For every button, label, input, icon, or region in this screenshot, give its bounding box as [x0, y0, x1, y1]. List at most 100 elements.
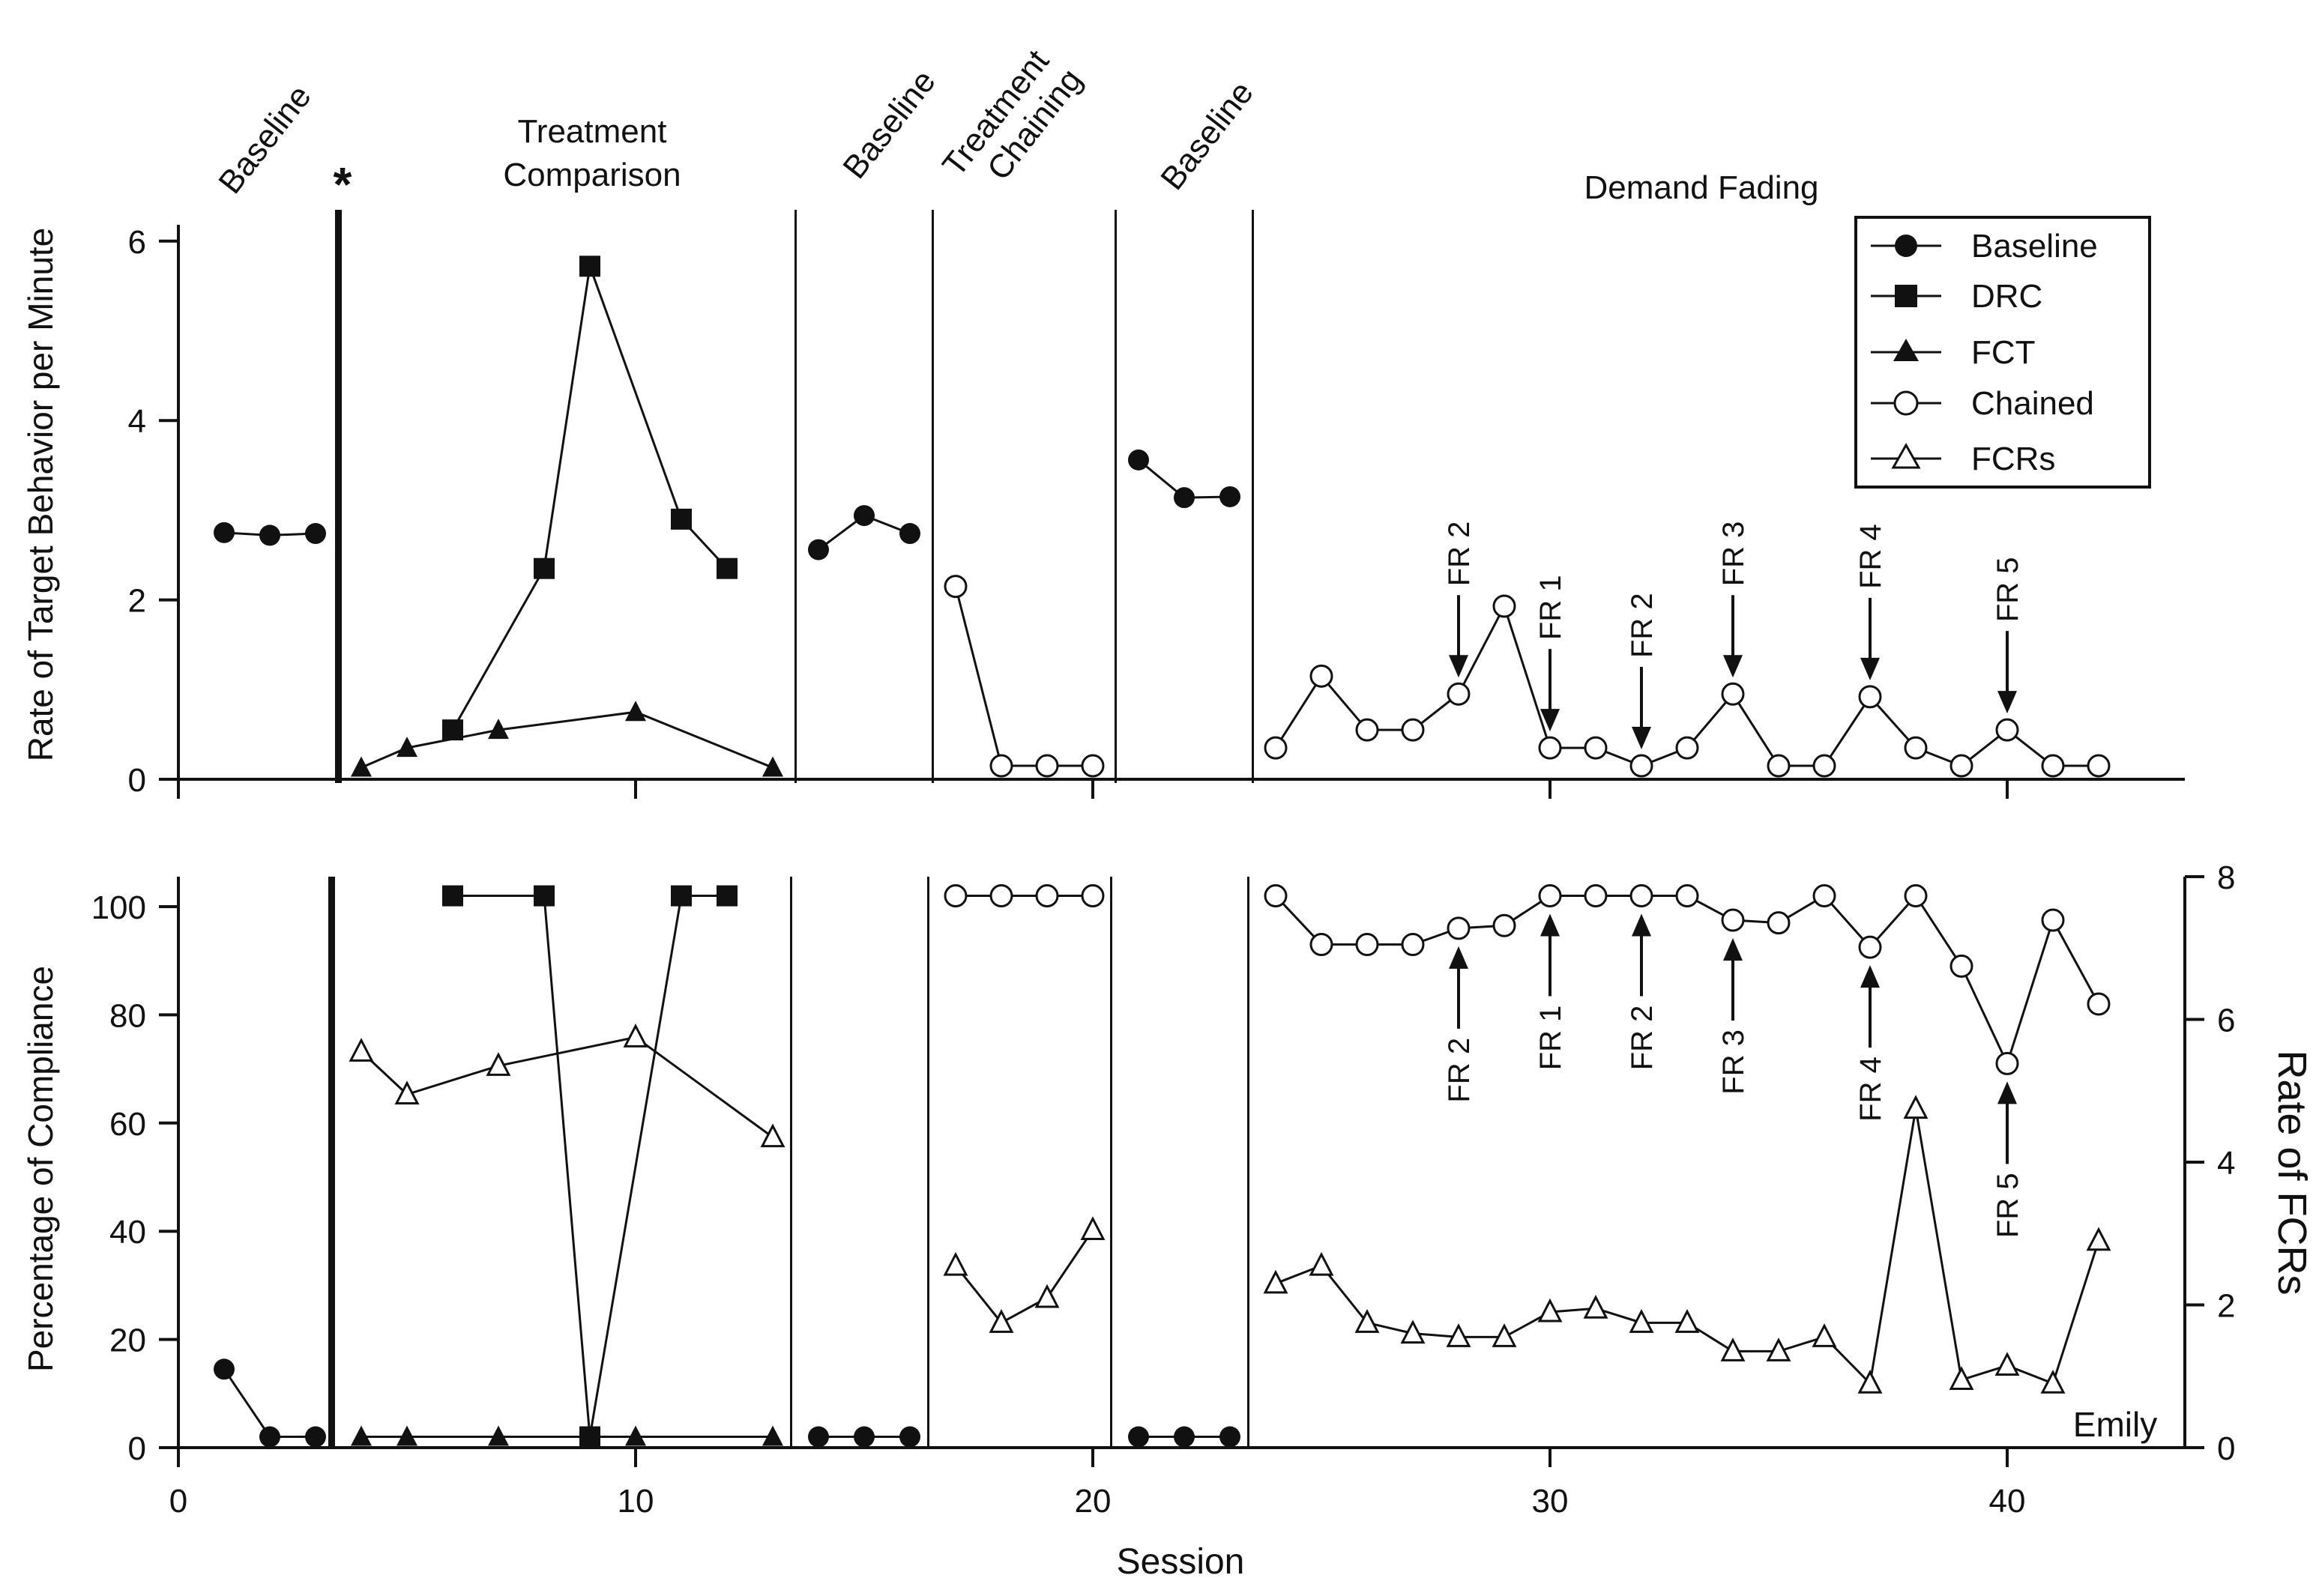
- legend: Baseline DRC FCT Chained FCRs: [1854, 216, 2151, 489]
- top-point-baseline-s15: [854, 505, 875, 527]
- top-point-chained-s42: [2087, 754, 2111, 778]
- phase-label-treatment-comparison-2: Comparison: [503, 157, 681, 193]
- top-point-chained-s18: [989, 754, 1013, 778]
- bottom-point-fcrs-s25: [1309, 1251, 1334, 1276]
- bottom-point-chained-s36: [1812, 884, 1836, 908]
- top-point-chained-s25: [1309, 664, 1333, 688]
- bottom-point-fct-s7: [488, 1425, 509, 1446]
- top-point-drc-s9: [579, 256, 600, 277]
- top-point-chained-s40: [1995, 718, 2019, 742]
- x-tick-label-40: 40: [1989, 1483, 2026, 1520]
- top-point-chained-s26: [1355, 718, 1379, 742]
- bottom-point-chained-s37: [1858, 935, 1882, 959]
- top-fr-label-4: FR 4: [1854, 524, 1887, 589]
- top-fr-arrow-head-4: [1860, 657, 1880, 680]
- bottom-fr-arrow-head-0: [1449, 946, 1468, 969]
- bottom-point-chained-s33: [1675, 884, 1699, 908]
- top-fr-label-2: FR 2: [1626, 593, 1659, 658]
- legend-label-chained: Chained: [1971, 385, 2094, 422]
- bottom-point-chained-s19: [1035, 884, 1059, 908]
- bottom-point-fcrs-s34: [1720, 1337, 1746, 1361]
- bottom-point-fcrs-s39: [1949, 1366, 1974, 1391]
- right-y-tick-label-0: 0: [2217, 1430, 2235, 1467]
- top-fr-label-5: FR 5: [1991, 557, 2024, 622]
- right-y-tick-label-6: 6: [2217, 1003, 2235, 1039]
- bottom-point-fcrs-s29: [1492, 1323, 1517, 1347]
- bottom-point-chained-s31: [1584, 884, 1608, 908]
- top-fr-arrow-head-5: [1997, 691, 2017, 714]
- bottom-point-drc-s6: [442, 885, 463, 907]
- bottom-point-baseline-s22: [1174, 1426, 1195, 1448]
- bottom-fr-label-5: FR 5: [1991, 1173, 2024, 1238]
- bottom-point-chained-s18: [989, 884, 1013, 908]
- top-fr-arrow-head-3: [1723, 655, 1743, 678]
- bottom-point-fcrs-s35: [1766, 1337, 1791, 1361]
- top-point-chained-s41: [2041, 754, 2065, 778]
- bottom-point-chained-s24: [1264, 884, 1288, 908]
- top-point-chained-s31: [1584, 736, 1608, 760]
- bottom-point-chained-s28: [1447, 916, 1471, 940]
- bottom-point-baseline-s1: [214, 1358, 235, 1380]
- bottom-point-fcrs-s41: [2040, 1370, 2066, 1394]
- top-point-chained-s19: [1035, 754, 1059, 778]
- top-point-baseline-s23: [1219, 486, 1240, 507]
- bottom-fr-label-0: FR 2: [1443, 1038, 1476, 1103]
- right-y-tick-label-2: 2: [2217, 1288, 2235, 1325]
- bottom-y-tick-label-80: 80: [109, 997, 146, 1034]
- bottom-point-fcrs-s30: [1537, 1298, 1563, 1323]
- bottom-point-chained-s41: [2041, 908, 2065, 932]
- top-point-fct-s10: [625, 701, 646, 722]
- bottom-fr-label-1: FR 1: [1534, 1006, 1567, 1071]
- bottom-y-tick-label-20: 20: [109, 1323, 146, 1359]
- top-point-chained-s35: [1767, 754, 1791, 778]
- top-point-chained-s24: [1264, 736, 1288, 760]
- bottom-y-tick-label-0: 0: [128, 1430, 146, 1467]
- bottom-y-tick-label-40: 40: [109, 1214, 146, 1251]
- bottom-y-tick-label-60: 60: [109, 1106, 146, 1143]
- bottom-point-fcrs-s36: [1812, 1323, 1837, 1347]
- top-point-fct-s5: [396, 737, 417, 758]
- bottom-point-fcrs-s20: [1080, 1216, 1106, 1240]
- bottom-point-fcrs-s7: [486, 1052, 511, 1076]
- bottom-point-fcrs-s24: [1263, 1269, 1288, 1294]
- bottom-point-chained-s27: [1401, 933, 1425, 957]
- top-fr-arrow-head-2: [1632, 727, 1651, 750]
- top-point-fct-s13: [762, 756, 783, 777]
- bottom-point-fcrs-s26: [1354, 1309, 1380, 1333]
- bottom-point-fcrs-s18: [989, 1309, 1014, 1333]
- bottom-point-chained-s26: [1355, 933, 1379, 957]
- x-axis-label: Session: [1117, 1542, 1245, 1582]
- top-fr-label-1: FR 1: [1534, 575, 1567, 640]
- top-point-baseline-s21: [1128, 449, 1149, 471]
- bottom-fr-label-3: FR 3: [1717, 1030, 1750, 1095]
- top-point-drc-s12: [717, 557, 738, 579]
- bottom-point-fcrs-s37: [1857, 1370, 1883, 1394]
- bottom-point-chained-s30: [1538, 884, 1562, 908]
- bottom-point-fcrs-s17: [943, 1251, 968, 1276]
- bottom-point-drc-s8: [534, 885, 555, 907]
- bottom-point-baseline-s21: [1128, 1426, 1149, 1448]
- legend-label-fcrs: FCRs: [1971, 441, 2055, 477]
- phase-label-demand-fading: Demand Fading: [1584, 169, 1818, 206]
- legend-label-baseline: Baseline: [1971, 228, 2098, 265]
- top-point-fct-s7: [488, 719, 509, 740]
- top-y-axis-label: Rate of Target Behavior per Minute: [21, 228, 60, 762]
- top-line-chained-0: [954, 586, 1093, 767]
- top-point-chained-s28: [1447, 682, 1471, 706]
- top-y-tick-label-6: 6: [128, 224, 146, 261]
- top-point-drc-s11: [671, 508, 692, 530]
- bottom-point-fcrs-s5: [394, 1080, 420, 1105]
- bottom-point-fcrs-s31: [1583, 1295, 1608, 1319]
- bottom-fr-arrow-head-2: [1632, 913, 1651, 937]
- bottom-point-fcrs-s19: [1034, 1284, 1060, 1308]
- bottom-y-axis-label-right: Rate of FCRs: [2270, 1050, 2315, 1295]
- legend-label-drc: DRC: [1971, 278, 2042, 315]
- top-point-baseline-s2: [259, 525, 280, 546]
- bottom-point-fcrs-s42: [2086, 1227, 2111, 1251]
- bottom-point-fcrs-s33: [1674, 1309, 1700, 1333]
- legend-marker-fcrs: [1891, 442, 1921, 469]
- bottom-point-chained-s38: [1904, 884, 1928, 908]
- phase-label-treatment-comparison-1: Treatment: [518, 113, 667, 150]
